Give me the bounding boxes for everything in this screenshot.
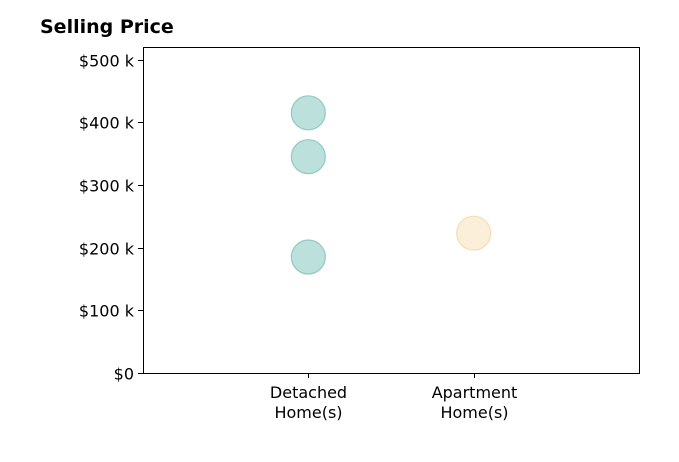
y-tick-label-1: $100 k bbox=[79, 302, 135, 321]
chart-title: Selling Price bbox=[40, 16, 174, 38]
plot-frame bbox=[143, 47, 640, 374]
data-point-0-1 bbox=[290, 139, 326, 175]
points-layer bbox=[290, 95, 492, 275]
x-tick-label-0: Detached Home(s) bbox=[270, 383, 347, 422]
data-point-1-0 bbox=[456, 215, 492, 251]
y-tick-label-2: $200 k bbox=[79, 240, 135, 259]
y-axis: $0 $100 k $200 k $300 k $400 k $500 k bbox=[79, 52, 143, 384]
x-tick-label-1: Apartment Home(s) bbox=[432, 383, 518, 422]
data-point-0-0 bbox=[290, 95, 326, 131]
x-axis: Detached Home(s) Apartment Home(s) bbox=[270, 373, 517, 422]
y-tick-label-3: $300 k bbox=[79, 177, 135, 196]
data-point-0-2 bbox=[290, 239, 326, 275]
y-tick-label-0: $0 bbox=[114, 365, 134, 384]
y-tick-label-5: $500 k bbox=[79, 52, 135, 71]
y-tick-label-4: $400 k bbox=[79, 114, 135, 133]
